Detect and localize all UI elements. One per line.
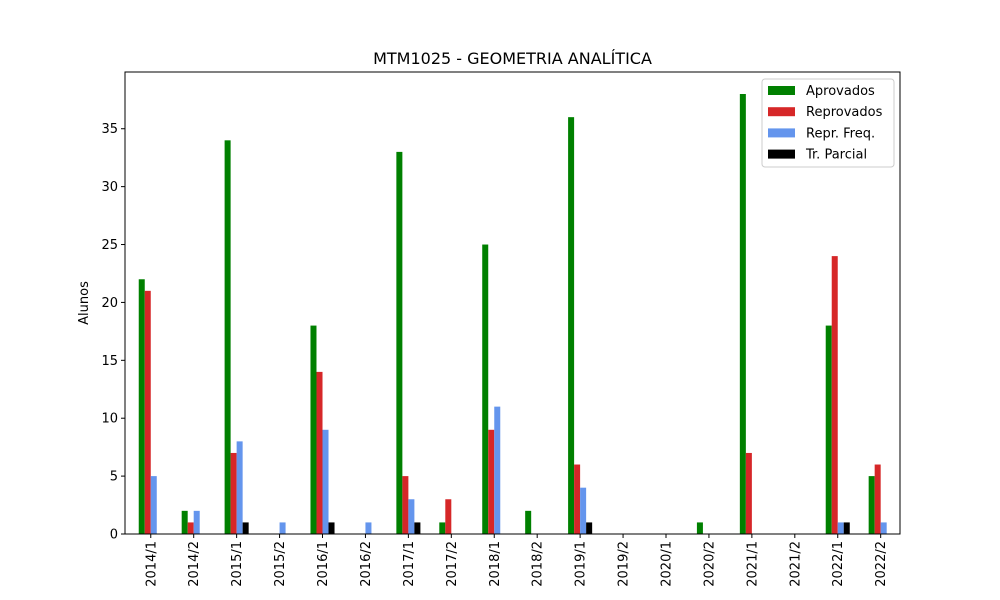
- bar-repr-freq-4: [322, 429, 329, 534]
- bar-repr-freq-1: [193, 510, 200, 534]
- x-tick-label: 2021/2: [788, 541, 803, 587]
- x-tick-label: 2019/1: [574, 541, 589, 587]
- bar-tr-parcial-10: [586, 522, 593, 534]
- bar-tr-parcial-16: [843, 522, 850, 534]
- legend-swatch-aprovados: [768, 86, 795, 95]
- x-tick-label: 2021/1: [745, 541, 760, 587]
- plot-bars: [138, 94, 887, 534]
- bar-repr-freq-8: [494, 406, 501, 534]
- x-tick-label: 2019/2: [617, 541, 632, 587]
- x-tick-label: 2017/2: [445, 541, 460, 587]
- x-tick-label: 2020/1: [660, 541, 675, 587]
- bar-aprovados-10: [568, 117, 575, 534]
- x-tick-label: 2018/2: [531, 541, 546, 587]
- legend-label-reprovados: Reprovados: [806, 105, 883, 120]
- bar-repr-freq-17: [880, 522, 887, 534]
- x-tick-label: 2014/2: [187, 541, 202, 587]
- bar-reprovados-4: [316, 371, 323, 534]
- y-tick-label: 20: [101, 296, 118, 311]
- bar-tr-parcial-6: [414, 522, 421, 534]
- y-tick-label: 30: [101, 180, 118, 195]
- bar-reprovados-6: [402, 476, 409, 534]
- x-axis: 2014/1 2014/2 2015/1 2015/2 2016/1 2016/2 2017…: [144, 534, 889, 587]
- bar-repr-freq-16: [837, 522, 844, 534]
- bar-aprovados-9: [525, 510, 532, 534]
- bar-aprovados-4: [310, 325, 317, 534]
- y-tick-label: 0: [110, 528, 118, 543]
- bar-repr-freq-0: [150, 476, 157, 534]
- legend-swatch-reprovados: [768, 107, 795, 117]
- bar-reprovados-0: [144, 290, 151, 534]
- x-tick-label: 2022/1: [831, 541, 846, 587]
- y-axis-label: Alunos: [77, 281, 92, 325]
- y-tick-label: 5: [110, 470, 118, 485]
- bar-reprovados-14: [745, 452, 752, 534]
- bar-tr-parcial-2: [242, 522, 249, 534]
- y-axis: 0 5 10 15 20 25 30 35: [101, 122, 125, 543]
- y-tick-label: 10: [101, 412, 118, 427]
- bar-repr-freq-2: [236, 441, 243, 534]
- x-tick-label: 2015/1: [230, 541, 245, 587]
- bar-repr-freq-3: [279, 522, 286, 534]
- x-tick-label: 2016/1: [316, 541, 331, 587]
- legend-swatch-tr-parcial: [768, 149, 795, 159]
- x-tick-label: 2016/2: [359, 541, 374, 587]
- bar-aprovados-6: [396, 151, 403, 534]
- legend: Aprovados Reprovados Repr. Freq. Tr. Parcia…: [761, 78, 895, 168]
- legend-swatch-repr-freq: [768, 128, 795, 138]
- bar-reprovados-10: [574, 464, 581, 534]
- bar-aprovados-2: [224, 140, 231, 534]
- bar-aprovados-17: [868, 476, 875, 534]
- bar-aprovados-8: [482, 244, 489, 534]
- legend-label-aprovados: Aprovados: [806, 84, 875, 99]
- x-tick-label: 2020/2: [702, 541, 717, 587]
- y-tick-label: 25: [101, 238, 118, 253]
- y-tick-label: 15: [101, 354, 118, 369]
- x-tick-label: 2014/1: [144, 541, 159, 587]
- bar-repr-freq-6: [408, 499, 415, 534]
- x-tick-label: 2015/2: [273, 541, 288, 587]
- bar-aprovados-13: [696, 522, 703, 534]
- bar-aprovados-0: [138, 279, 145, 534]
- plot-frame: [124, 71, 901, 535]
- legend-box: [761, 78, 895, 168]
- bar-reprovados-1: [187, 522, 194, 534]
- legend-label-tr-parcial: Tr. Parcial: [805, 148, 867, 163]
- chart-title: MTM1025 - GEOMETRIA ANALÍTICA: [373, 49, 652, 68]
- bar-aprovados-16: [825, 325, 832, 534]
- legend-label-repr-freq: Repr. Freq.: [806, 126, 875, 141]
- bar-reprovados-8: [488, 429, 495, 534]
- y-tick-label: 35: [101, 122, 118, 137]
- x-tick-label: 2017/1: [402, 541, 417, 587]
- bar-reprovados-16: [831, 256, 838, 534]
- bar-reprovados-17: [874, 464, 881, 534]
- bar-aprovados-7: [439, 522, 446, 534]
- bar-repr-freq-10: [580, 487, 587, 534]
- bar-aprovados-1: [181, 510, 188, 534]
- bar-reprovados-2: [230, 452, 237, 534]
- bar-aprovados-14: [739, 94, 746, 534]
- x-tick-label: 2022/2: [874, 541, 889, 587]
- bar-reprovados-7: [445, 499, 452, 534]
- bar-repr-freq-5: [365, 522, 372, 534]
- bar-tr-parcial-4: [328, 522, 335, 534]
- x-tick-label: 2018/1: [488, 541, 503, 587]
